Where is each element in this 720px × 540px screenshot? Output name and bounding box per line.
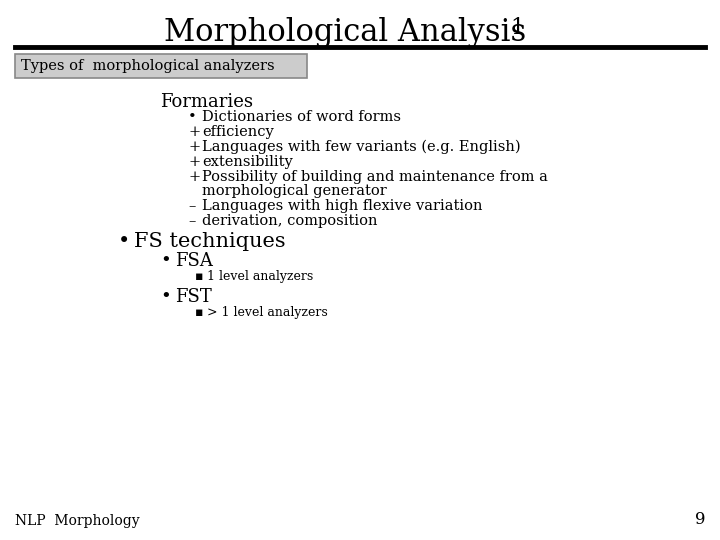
Text: Languages with few variants (e.g. English): Languages with few variants (e.g. Englis… [202, 140, 521, 154]
Text: Languages with high flexive variation: Languages with high flexive variation [202, 199, 482, 213]
Text: +: + [188, 170, 200, 184]
Text: –: – [188, 199, 195, 213]
Text: •: • [118, 232, 130, 251]
Text: +: + [188, 155, 200, 169]
Text: 1: 1 [510, 17, 524, 39]
Text: 9: 9 [695, 511, 705, 528]
Text: > 1 level analyzers: > 1 level analyzers [207, 306, 328, 319]
Text: •: • [160, 252, 171, 270]
Text: ▪: ▪ [195, 306, 204, 319]
Text: +: + [188, 140, 200, 154]
Text: –: – [188, 214, 195, 228]
Text: extensibility: extensibility [202, 155, 293, 169]
Text: NLP  Morphology: NLP Morphology [15, 514, 140, 528]
Text: ▪: ▪ [195, 270, 204, 283]
Text: •: • [160, 288, 171, 306]
Text: FS techniques: FS techniques [134, 232, 286, 251]
Text: morphological generator: morphological generator [202, 184, 387, 198]
Text: +: + [188, 125, 200, 139]
Text: Morphological Analysis: Morphological Analysis [164, 17, 526, 48]
Text: derivation, composition: derivation, composition [202, 214, 377, 228]
Text: Types of  morphological analyzers: Types of morphological analyzers [21, 59, 274, 73]
Text: Dictionaries of word forms: Dictionaries of word forms [202, 110, 401, 124]
Text: 1 level analyzers: 1 level analyzers [207, 270, 313, 283]
Text: efficiency: efficiency [202, 125, 274, 139]
Text: FSA: FSA [175, 252, 213, 270]
Text: •: • [188, 110, 197, 124]
FancyBboxPatch shape [15, 54, 307, 78]
Text: FST: FST [175, 288, 212, 306]
Text: Possibility of building and maintenance from a: Possibility of building and maintenance … [202, 170, 548, 184]
Text: Formaries: Formaries [160, 93, 253, 111]
